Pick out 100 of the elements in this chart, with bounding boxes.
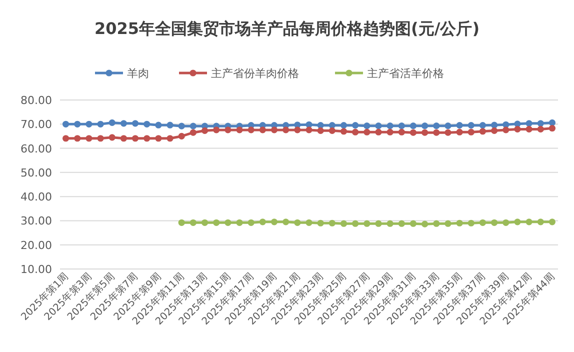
point bbox=[97, 135, 104, 142]
point bbox=[410, 122, 417, 130]
point bbox=[352, 128, 359, 136]
point bbox=[479, 128, 486, 135]
point bbox=[306, 219, 312, 226]
point bbox=[422, 122, 428, 130]
point bbox=[398, 220, 405, 227]
point bbox=[155, 122, 162, 128]
point bbox=[86, 120, 92, 128]
point bbox=[422, 220, 428, 228]
point bbox=[548, 119, 556, 126]
point bbox=[514, 126, 521, 133]
point bbox=[97, 120, 104, 128]
point bbox=[456, 220, 463, 226]
point bbox=[190, 219, 196, 226]
y-tick-label: 20.00 bbox=[20, 238, 52, 252]
point bbox=[537, 126, 544, 133]
point bbox=[294, 219, 301, 226]
point bbox=[537, 218, 544, 226]
point bbox=[178, 122, 185, 130]
point bbox=[86, 135, 92, 142]
point bbox=[410, 220, 417, 227]
point bbox=[433, 220, 440, 227]
point bbox=[456, 122, 463, 129]
point bbox=[317, 220, 324, 226]
point bbox=[456, 128, 463, 136]
point bbox=[259, 218, 266, 226]
point bbox=[201, 219, 208, 226]
point bbox=[352, 122, 359, 129]
legend-label: 主产省份羊肉价格 bbox=[211, 67, 299, 80]
point bbox=[62, 120, 70, 128]
point bbox=[386, 128, 394, 136]
point bbox=[270, 218, 278, 226]
point bbox=[178, 132, 185, 140]
point bbox=[398, 122, 405, 130]
point bbox=[398, 128, 405, 136]
point bbox=[364, 220, 370, 227]
point bbox=[502, 219, 510, 226]
point bbox=[479, 122, 486, 129]
legend-label: 羊肉 bbox=[127, 67, 149, 80]
point bbox=[317, 127, 324, 134]
point bbox=[548, 218, 556, 226]
point bbox=[433, 129, 440, 136]
y-tick-label: 60.00 bbox=[20, 142, 52, 156]
point bbox=[132, 120, 139, 127]
point bbox=[444, 122, 452, 130]
point bbox=[491, 219, 498, 226]
point bbox=[155, 135, 162, 142]
y-tick-label: 10.00 bbox=[20, 263, 52, 276]
point bbox=[375, 220, 382, 227]
point bbox=[108, 134, 116, 141]
point bbox=[526, 126, 532, 133]
point bbox=[433, 122, 440, 130]
point bbox=[491, 122, 498, 128]
point bbox=[422, 129, 428, 136]
point bbox=[190, 122, 196, 130]
point bbox=[132, 135, 139, 142]
y-tick-label: 40.00 bbox=[20, 190, 52, 204]
point bbox=[248, 219, 254, 226]
point bbox=[306, 126, 312, 134]
y-tick-label: 30.00 bbox=[20, 214, 52, 228]
point bbox=[120, 135, 127, 142]
point bbox=[491, 127, 498, 134]
point bbox=[526, 120, 532, 127]
point bbox=[468, 128, 474, 136]
point bbox=[386, 220, 394, 227]
point bbox=[120, 120, 127, 127]
point bbox=[144, 135, 150, 142]
point bbox=[502, 121, 510, 128]
point bbox=[213, 219, 220, 226]
point bbox=[62, 135, 70, 142]
point bbox=[548, 124, 556, 132]
point bbox=[340, 122, 348, 129]
point bbox=[317, 122, 324, 129]
point bbox=[259, 126, 266, 134]
point bbox=[166, 135, 174, 142]
point bbox=[468, 122, 474, 129]
point bbox=[328, 122, 336, 129]
point bbox=[386, 122, 394, 130]
point bbox=[352, 220, 359, 227]
point bbox=[282, 126, 290, 134]
point bbox=[236, 126, 243, 134]
point bbox=[190, 129, 196, 136]
point bbox=[537, 120, 544, 127]
y-tick-label: 80.00 bbox=[20, 94, 52, 107]
point bbox=[282, 218, 290, 226]
chart-title: 2025年全国集贸市场羊产品每周价格趋势图(元/公斤) bbox=[94, 19, 480, 38]
point bbox=[328, 220, 336, 226]
point bbox=[364, 128, 370, 136]
point bbox=[294, 126, 301, 134]
point bbox=[270, 126, 278, 134]
point bbox=[166, 122, 174, 128]
point bbox=[502, 126, 510, 134]
point bbox=[340, 220, 348, 227]
point bbox=[468, 220, 474, 226]
point bbox=[364, 122, 370, 130]
point bbox=[201, 127, 208, 134]
point bbox=[328, 127, 336, 134]
point bbox=[375, 128, 382, 136]
point bbox=[444, 220, 452, 227]
